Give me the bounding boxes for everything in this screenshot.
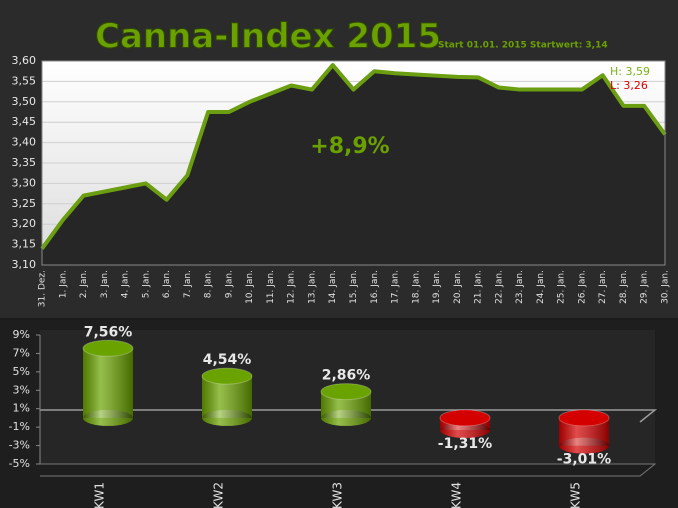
- y-tick-label: 3,10: [12, 258, 37, 271]
- value-label: 4,54%: [203, 352, 252, 368]
- x-tick-label: 24. Jan.: [536, 270, 546, 304]
- cylinder-bottom-shade: [440, 421, 490, 438]
- x-tick-label: 8. Jan.: [204, 270, 214, 298]
- x-tick-label: 18. Jan.: [411, 270, 421, 304]
- x-tick-label: 2. Jan.: [79, 270, 89, 298]
- cylinder-top: [558, 409, 610, 427]
- floor-base: [40, 463, 657, 477]
- x-tick-label: 15. Jan.: [349, 270, 359, 304]
- cylinder-top: [82, 339, 134, 357]
- cylinder-top: [201, 367, 253, 385]
- y-tick-label: -5%: [9, 457, 30, 470]
- y-tick-label: 3%: [13, 383, 30, 396]
- y-tick-label: 3,40: [12, 136, 37, 149]
- x-tick-label: 5. Jan.: [141, 270, 151, 298]
- y-tick-label: 1%: [13, 402, 30, 415]
- x-tick-label: 30. Jan.: [661, 270, 671, 304]
- y-tick-label: 7%: [13, 346, 30, 359]
- x-tick-label: 22. Jan.: [494, 270, 504, 304]
- line: [40, 63, 667, 250]
- y-tick-label: 3,30: [12, 176, 37, 189]
- annotation: H: 3,59: [610, 65, 650, 78]
- x-tick-label: 11. Jan.: [266, 270, 276, 304]
- annotation: L: 3,26: [610, 79, 648, 92]
- chart-subtitle: Start 01.01. 2015 Startwert: 3,14: [438, 41, 608, 51]
- x-tick-label: KW3: [331, 482, 345, 508]
- x-tick-label: 28. Jan.: [619, 270, 629, 304]
- y-tick-label: 3,15: [12, 238, 37, 251]
- x-tick-label: 6. Jan.: [162, 270, 172, 298]
- value-label: -1,31%: [438, 436, 492, 452]
- x-tick-label: 23. Jan.: [515, 270, 525, 304]
- area: [42, 65, 665, 265]
- x-tick-label: 7. Jan.: [183, 270, 193, 298]
- y-tick-label: 3,55: [12, 74, 37, 87]
- cylinder-top: [320, 383, 372, 401]
- x-tick-label: 9. Jan.: [224, 270, 234, 298]
- x-tick-label: 4. Jan.: [121, 270, 131, 298]
- x-tick-label: 29. Jan.: [640, 270, 650, 304]
- x-tick-label: 21. Jan.: [474, 270, 484, 304]
- x-tick-label: 13. Jan.: [307, 270, 317, 304]
- y-tick-label: 3,50: [12, 95, 37, 108]
- y-tick-label: 3,35: [12, 156, 37, 169]
- y-tick-label: 5%: [13, 365, 30, 378]
- y-tick-label: 3,45: [12, 115, 37, 128]
- cylinder-bottom-shade: [559, 437, 609, 454]
- cylinder-bottom-shade: [83, 409, 133, 426]
- x-tick-label: 19. Jan.: [432, 270, 442, 304]
- y-tick-label: 3,20: [12, 217, 37, 230]
- x-tick-label: KW5: [569, 482, 583, 508]
- chart-title: Canna-Index 2015: [95, 17, 441, 57]
- y-tick-label: 9%: [13, 328, 30, 341]
- y-tick-label: 3,25: [12, 197, 37, 210]
- x-tick-label: KW2: [212, 482, 226, 508]
- x-tick-label: KW4: [450, 482, 464, 508]
- y-tick-label: -1%: [9, 420, 30, 433]
- x-tick-label: 20. Jan.: [453, 270, 463, 304]
- cylinder-bottom-shade: [321, 409, 371, 426]
- x-tick-label: KW1: [93, 482, 107, 508]
- x-tick-label: 17. Jan.: [391, 270, 401, 304]
- x-tick-label: 12. Jan.: [287, 270, 297, 304]
- cylinder-top: [439, 409, 491, 427]
- y-tick-label: -3%: [9, 439, 30, 452]
- value-label: -3,01%: [557, 452, 611, 468]
- x-tick-label: 27. Jan.: [598, 270, 608, 304]
- x-tick-label: 1. Jan.: [58, 270, 68, 298]
- x-tick-label: 10. Jan.: [245, 270, 255, 304]
- x-tick-label: 31. Dez.: [38, 270, 48, 307]
- plot-border: [41, 60, 666, 266]
- value-label: 2,86%: [322, 368, 371, 384]
- value-label: 7,56%: [84, 324, 133, 340]
- y-tick-label: 3,60: [12, 54, 37, 67]
- x-tick-label: 26. Jan.: [577, 270, 587, 304]
- x-tick-label: 25. Jan.: [557, 270, 567, 304]
- bar-shine: [83, 348, 133, 418]
- annotation: +8,9%: [310, 134, 389, 159]
- x-tick-label: 14. Jan.: [328, 270, 338, 304]
- x-tick-label: 3. Jan.: [100, 270, 110, 298]
- x-tick-label: 16. Jan.: [370, 270, 380, 304]
- cylinder-bottom-shade: [202, 409, 252, 426]
